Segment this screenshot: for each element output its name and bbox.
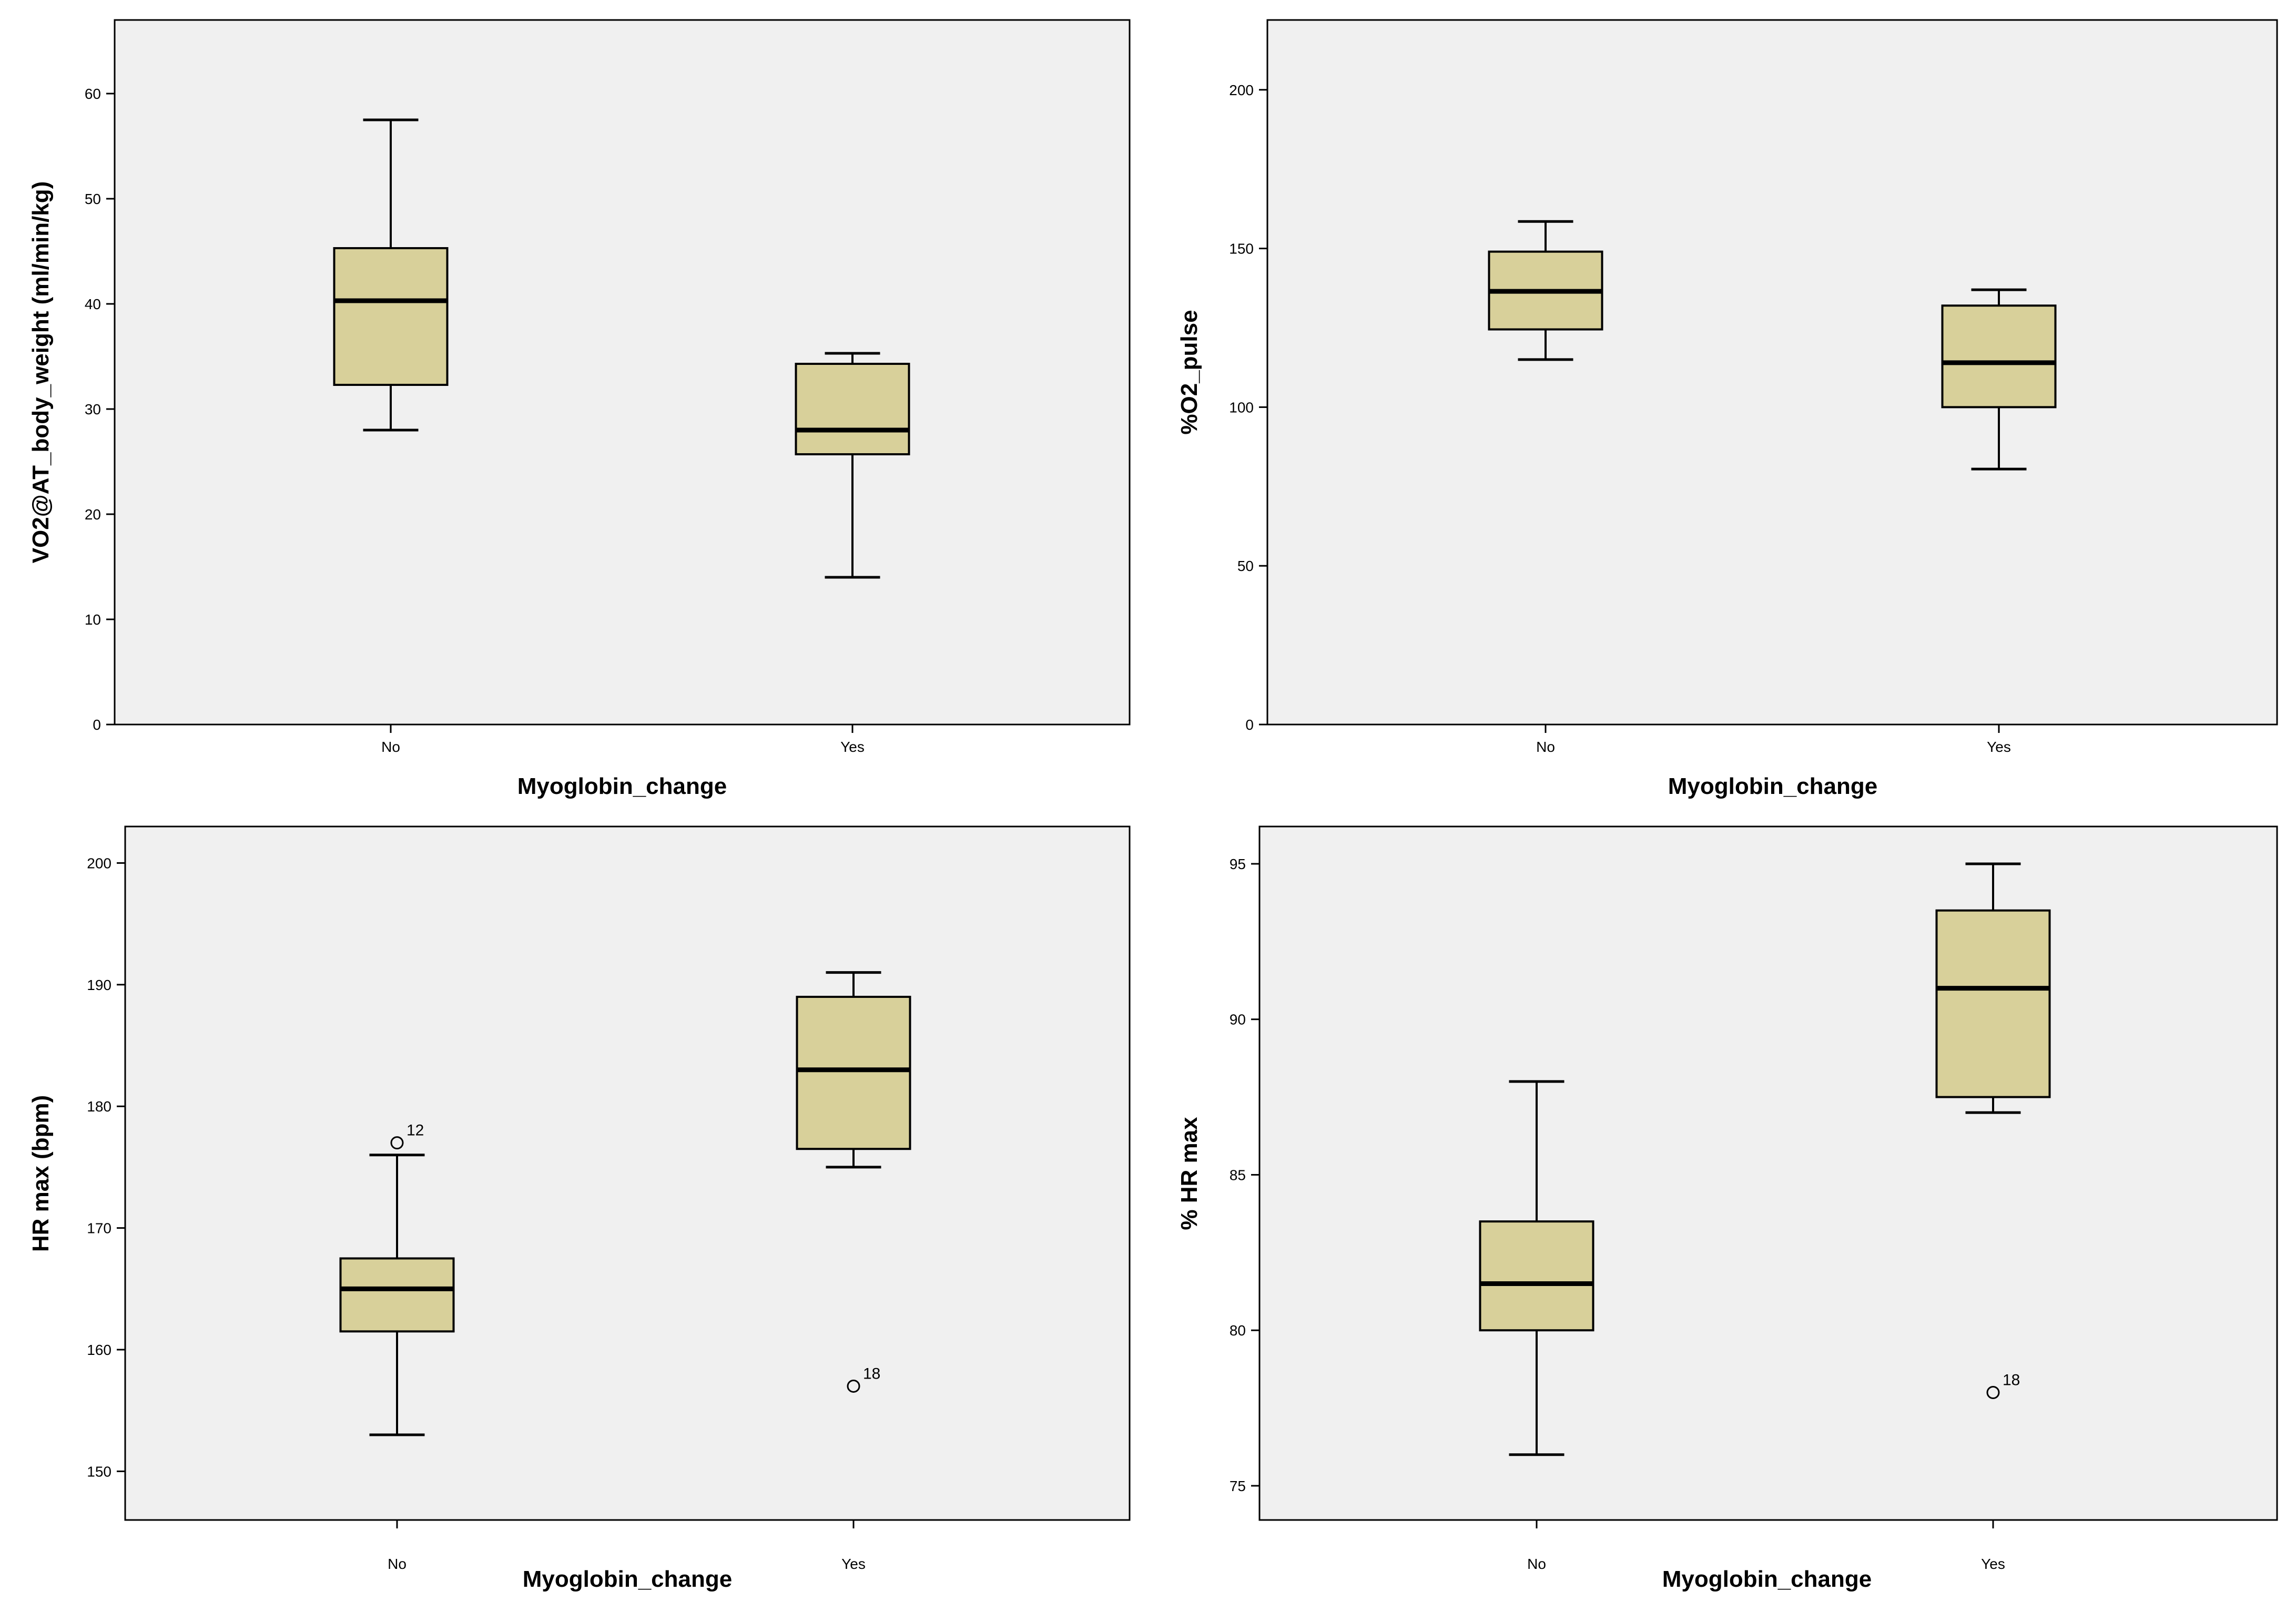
outlier-label: 18 <box>863 1365 880 1382</box>
y-tick-label: 150 <box>1229 241 1254 257</box>
box-no <box>1488 220 1603 361</box>
plot-area <box>114 19 1131 726</box>
x-category-label: Yes <box>840 739 865 755</box>
box-iqr <box>1941 304 2057 409</box>
y-tick-label: 60 <box>85 86 101 102</box>
outlier-point <box>847 1379 860 1393</box>
y-tick-label: 0 <box>1245 717 1254 733</box>
outlier-point <box>1986 1385 2000 1399</box>
plot-area <box>1266 19 2278 726</box>
plot-area <box>1258 825 2278 1521</box>
x-axis-title: Myoglobin_change <box>1662 1566 1872 1592</box>
box-no <box>1479 1080 1594 1456</box>
y-axis-title: VO2@AT_body_weight (ml/min/kg) <box>28 181 54 564</box>
y-tick-label: 180 <box>87 1098 111 1115</box>
y-tick-label: 50 <box>85 191 101 207</box>
y-tick-label: 20 <box>85 506 101 523</box>
y-tick-label: 90 <box>1230 1012 1246 1028</box>
box-no <box>333 118 449 432</box>
box-iqr <box>333 247 449 386</box>
y-axis-title: HR max (bpm) <box>28 1095 54 1252</box>
box-iqr <box>339 1257 455 1333</box>
y-tick-label: 0 <box>93 717 101 733</box>
x-category-label: No <box>1527 1556 1546 1572</box>
y-tick-label: 100 <box>1229 399 1254 415</box>
box-iqr <box>1935 909 2051 1098</box>
chart-panel-1: 0 10 20 30 40 50 60 No Yes Myoglobin_change VO2@AT… <box>28 19 1131 799</box>
box-yes <box>795 352 910 579</box>
y-tick-label: 10 <box>85 611 101 628</box>
x-axis-title: Myoglobin_change <box>517 773 727 799</box>
outlier-point <box>390 1136 404 1150</box>
y-tick-label: 30 <box>85 401 101 417</box>
y-tick-label: 200 <box>1229 82 1254 98</box>
x-category-label: No <box>388 1556 407 1572</box>
box-iqr <box>1479 1220 1594 1332</box>
box-yes: 18 <box>1935 862 2051 1399</box>
y-tick-label: 150 <box>87 1463 111 1480</box>
y-tick-label: 170 <box>87 1220 111 1237</box>
y-tick-label: 40 <box>85 296 101 312</box>
x-category-label: Yes <box>1987 739 2011 755</box>
box-yes: 18 <box>796 971 911 1393</box>
y-tick-label: 75 <box>1230 1478 1246 1494</box>
x-axis-title: Myoglobin_change <box>1668 773 1877 799</box>
y-tick-label: 95 <box>1230 856 1246 872</box>
x-axis-title: Myoglobin_change <box>523 1566 732 1592</box>
y-axis-title: %O2_pulse <box>1176 310 1202 434</box>
plot-area <box>124 825 1131 1521</box>
outlier-label: 12 <box>407 1122 424 1139</box>
box-no: 12 <box>339 1122 455 1436</box>
outlier-label: 18 <box>2003 1371 2020 1389</box>
y-tick-label: 50 <box>1237 558 1254 574</box>
chart-panel-3: 150 160 170 180 190 200 No Yes 12 18 Myoglobin_cha… <box>28 825 1131 1592</box>
box-iqr <box>795 363 910 455</box>
chart-panel-2: 0 50 100 150 200 No Yes Myoglobin_change %O2_pul… <box>1176 19 2278 799</box>
chart-panel-4: 75 80 85 90 95 No Yes 18 Myoglobin_change % HR ma… <box>1176 825 2278 1592</box>
x-category-label: No <box>1536 739 1555 755</box>
x-category-label: Yes <box>1981 1556 2005 1572</box>
y-tick-label: 85 <box>1230 1167 1246 1183</box>
y-tick-label: 160 <box>87 1342 111 1358</box>
y-tick-label: 190 <box>87 977 111 993</box>
y-tick-label: 200 <box>87 855 111 871</box>
y-axis-title: % HR max <box>1176 1117 1202 1230</box>
box-iqr <box>796 995 911 1150</box>
box-yes <box>1941 288 2057 471</box>
x-category-label: No <box>381 739 400 755</box>
y-tick-label: 80 <box>1230 1322 1246 1339</box>
x-category-label: Yes <box>841 1556 866 1572</box>
